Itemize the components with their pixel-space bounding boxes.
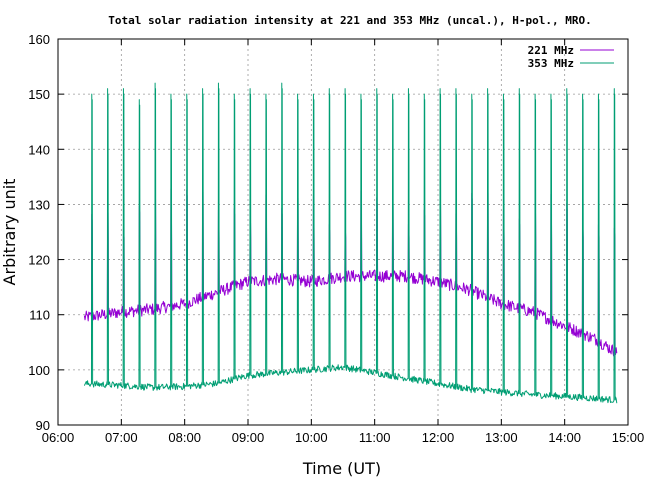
- legend-label-221: 221 MHz: [528, 44, 574, 57]
- plot-frame: [57, 38, 629, 426]
- y-tick-label: 120: [28, 253, 50, 268]
- x-axis-label: Time (UT): [302, 459, 381, 478]
- y-tick-label: 110: [29, 308, 50, 323]
- series-line-221: [83, 185, 618, 357]
- legend: 221 MHz 353 MHz: [528, 44, 614, 70]
- x-tick-label: 13:00: [485, 430, 518, 445]
- y-axis-label: Arbitrary unit: [0, 179, 19, 286]
- x-tick-label: 15:00: [612, 430, 645, 445]
- series-line-353: [83, 82, 618, 404]
- x-tick-label: 08:00: [168, 430, 201, 445]
- chart-title: Total solar radiation intensity at 221 a…: [108, 14, 591, 27]
- y-tick-label: 90: [36, 418, 50, 433]
- y-tick-label: 130: [28, 197, 50, 212]
- y-tick-label: 150: [28, 87, 50, 102]
- series-layer: [83, 82, 618, 404]
- x-tick-label: 07:00: [105, 430, 138, 445]
- x-tick-label: 10:00: [295, 430, 328, 445]
- tick-layer: 06:00 07:00 08:00 09:00 10:00 11:00 12:00 13:00…: [28, 32, 644, 445]
- grid-layer: [58, 39, 628, 425]
- x-tick-label: 12:00: [422, 430, 455, 445]
- y-tick-label: 160: [28, 32, 50, 47]
- x-tick-label: 06:00: [42, 430, 75, 445]
- legend-label-353: 353 MHz: [528, 57, 574, 70]
- y-tick-label: 100: [28, 363, 50, 378]
- y-tick-label: 140: [28, 142, 50, 157]
- x-tick-label: 09:00: [232, 430, 265, 445]
- x-tick-label: 14:00: [548, 430, 581, 445]
- x-tick-label: 11:00: [359, 430, 391, 445]
